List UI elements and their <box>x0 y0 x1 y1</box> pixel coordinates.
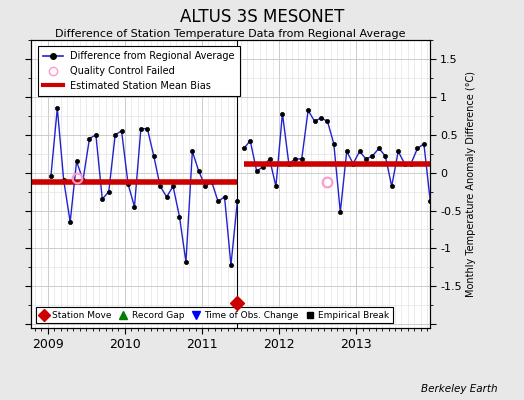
Text: ALTUS 3S MESONET: ALTUS 3S MESONET <box>180 8 344 26</box>
Text: Berkeley Earth: Berkeley Earth <box>421 384 498 394</box>
Y-axis label: Monthly Temperature Anomaly Difference (°C): Monthly Temperature Anomaly Difference (… <box>466 71 476 297</box>
Legend: Station Move, Record Gap, Time of Obs. Change, Empirical Break: Station Move, Record Gap, Time of Obs. C… <box>36 307 393 324</box>
Title: Difference of Station Temperature Data from Regional Average: Difference of Station Temperature Data f… <box>56 29 406 39</box>
